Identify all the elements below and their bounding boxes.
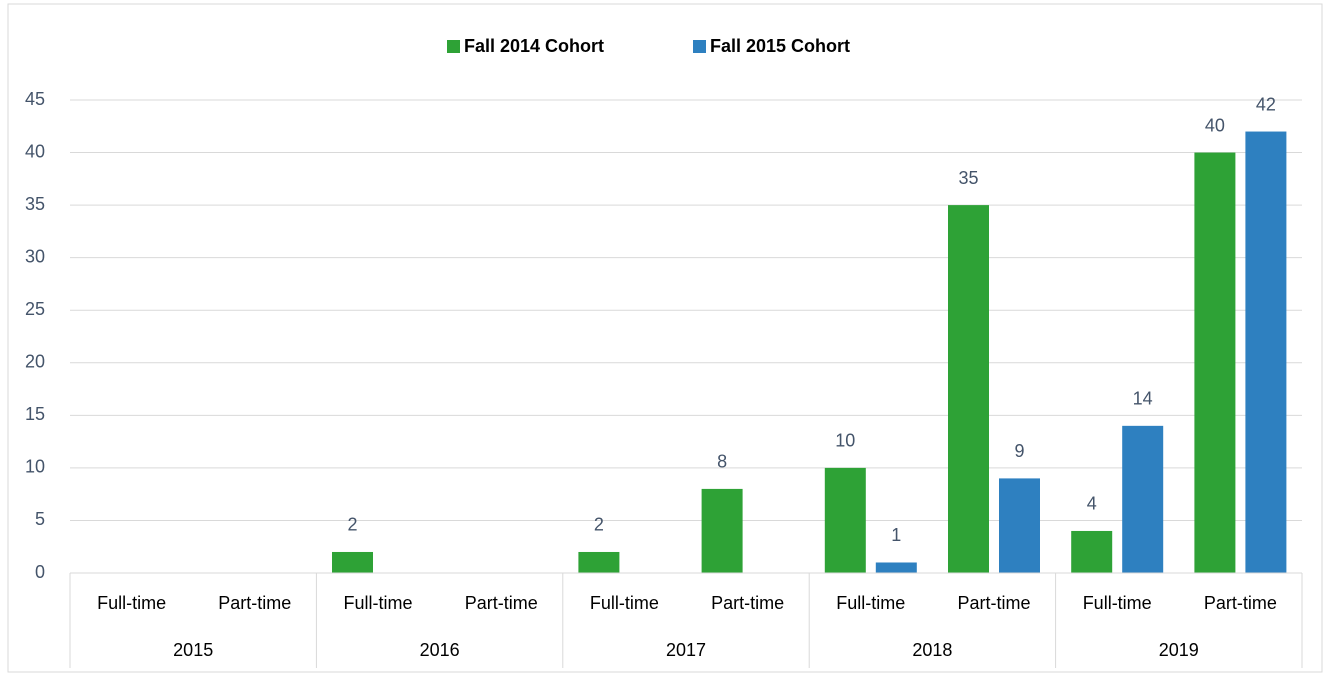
- bar: [1245, 131, 1287, 574]
- y-tick-label: 10: [25, 457, 45, 477]
- y-tick-label: 20: [25, 352, 45, 372]
- value-label: 8: [717, 452, 727, 472]
- y-tick-label: 5: [35, 509, 45, 529]
- value-label: 4: [1087, 494, 1097, 514]
- y-tick-label: 35: [25, 194, 45, 214]
- group-label: 2019: [1159, 640, 1199, 660]
- x-tick-label: Full-time: [836, 593, 905, 613]
- x-tick-label: Full-time: [590, 593, 659, 613]
- value-label: 35: [958, 168, 978, 188]
- bar: [1071, 530, 1113, 573]
- x-tick-label: Full-time: [1083, 593, 1152, 613]
- value-label: 2: [594, 515, 604, 535]
- bar: [824, 467, 866, 573]
- value-label: 9: [1014, 441, 1024, 461]
- x-tick-label: Part-time: [1204, 593, 1277, 613]
- bar: [875, 562, 917, 573]
- group-label: 2016: [420, 640, 460, 660]
- y-tick-label: 15: [25, 404, 45, 424]
- bar: [1122, 425, 1164, 573]
- y-tick-label: 45: [25, 89, 45, 109]
- value-label: 10: [835, 431, 855, 451]
- y-tick-label: 30: [25, 246, 45, 266]
- bar: [701, 488, 743, 573]
- value-label: 40: [1205, 115, 1225, 135]
- value-label: 2: [347, 515, 357, 535]
- group-label: 2018: [912, 640, 952, 660]
- bar: [1194, 152, 1236, 574]
- legend-swatch: [447, 40, 460, 53]
- legend-label: Fall 2015 Cohort: [710, 36, 850, 56]
- x-tick-label: Part-time: [465, 593, 538, 613]
- value-label: 1: [891, 525, 901, 545]
- bar: [948, 205, 989, 573]
- bar: [578, 551, 620, 573]
- group-label: 2017: [666, 640, 706, 660]
- value-label: 14: [1133, 389, 1153, 409]
- y-tick-label: 25: [25, 299, 45, 319]
- bar: [999, 478, 1040, 573]
- legend-swatch: [693, 40, 706, 53]
- value-label: 42: [1256, 94, 1276, 114]
- group-label: 2015: [173, 640, 213, 660]
- x-tick-label: Full-time: [343, 593, 412, 613]
- x-tick-label: Part-time: [711, 593, 784, 613]
- y-tick-label: 0: [35, 562, 45, 582]
- legend-label: Fall 2014 Cohort: [464, 36, 604, 56]
- x-tick-label: Full-time: [97, 593, 166, 613]
- y-tick-label: 40: [25, 141, 45, 161]
- x-tick-label: Part-time: [957, 593, 1030, 613]
- x-tick-label: Part-time: [218, 593, 291, 613]
- bar: [332, 551, 373, 573]
